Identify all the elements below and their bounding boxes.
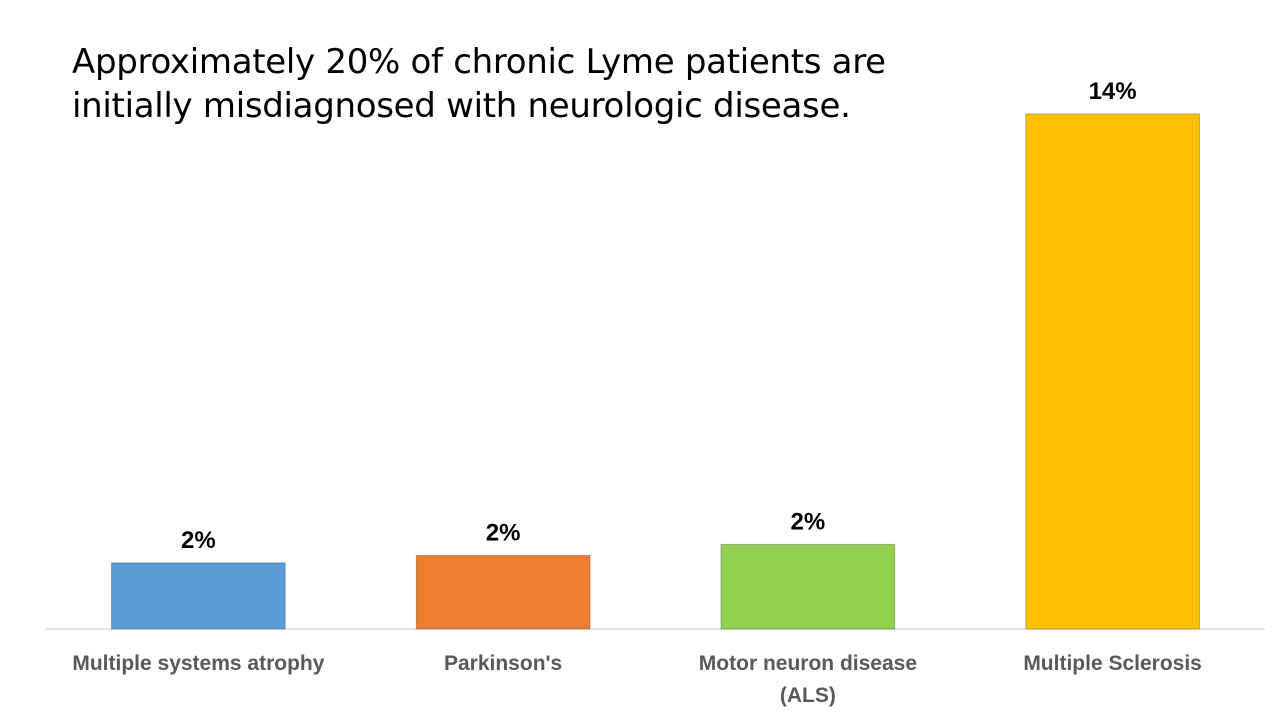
data-labels-group: 2% 2% 2% 14%	[181, 78, 1137, 554]
category-label-4: Multiple Sclerosis	[1023, 652, 1202, 675]
category-labels-group: Multiple systems atrophy Parkinson's Motor…	[72, 652, 1202, 707]
category-label-1: Multiple systems atrophy	[72, 652, 324, 675]
bar-2	[415, 554, 591, 630]
chart-title: Approximately 20% of chronic Lyme patien…	[72, 42, 886, 126]
bar-3	[720, 543, 896, 630]
data-label-2: 2%	[486, 519, 521, 546]
data-label-1: 2%	[181, 527, 216, 554]
data-label-3: 2%	[791, 508, 826, 535]
category-label-3-line-2: (ALS)	[780, 684, 836, 707]
bars-group	[111, 113, 1201, 630]
category-label-3-line-1: Motor neuron disease	[699, 652, 917, 675]
data-label-4: 14%	[1089, 78, 1137, 105]
bar-1	[111, 562, 286, 630]
category-label-2: Parkinson's	[444, 652, 562, 675]
bar-4	[1025, 113, 1201, 630]
